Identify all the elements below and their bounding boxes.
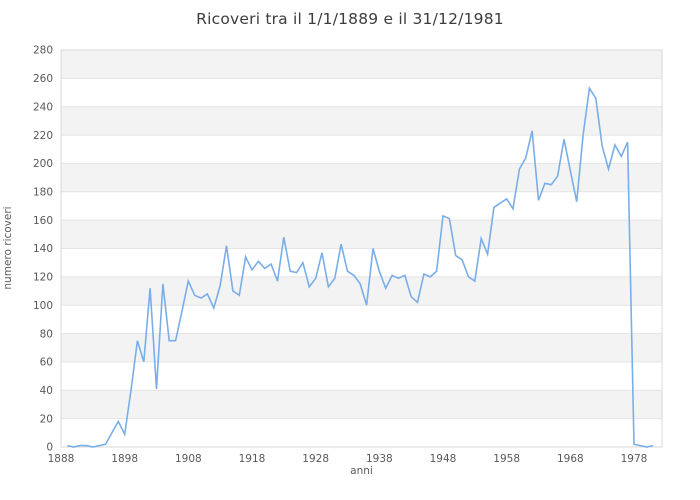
x-tick-label: 1918 [239, 453, 266, 465]
grid-band [61, 390, 662, 419]
grid-band [61, 106, 662, 136]
grid-band [61, 220, 662, 249]
y-tick-label: 140 [33, 243, 53, 255]
grid-band [61, 50, 662, 79]
y-tick-label: 80 [40, 328, 53, 340]
y-tick-label: 280 [33, 45, 53, 57]
x-tick-label: 1968 [557, 453, 584, 465]
x-tick-label: 1978 [621, 453, 648, 465]
y-tick-label: 240 [33, 101, 53, 113]
series-line [67, 86, 654, 448]
y-tick-label: 160 [33, 215, 53, 227]
grid-band [61, 163, 662, 192]
y-tick-label: 180 [33, 186, 53, 198]
plot-border [60, 49, 663, 448]
y-tick-label: 220 [33, 130, 53, 142]
x-tick-label: 1908 [175, 453, 202, 465]
x-tick-label: 1928 [302, 453, 329, 465]
y-tick-label: 60 [40, 357, 53, 369]
x-tick-label: 1938 [366, 453, 393, 465]
x-tick-label: 1958 [493, 453, 520, 465]
y-tick-label: 100 [33, 300, 53, 312]
y-tick-label: 20 [40, 413, 53, 425]
grid-band [61, 333, 662, 362]
y-tick-label: 40 [40, 385, 53, 397]
y-tick-label: 200 [33, 158, 53, 170]
y-tick-label: 120 [33, 272, 53, 284]
y-tick-label: 260 [33, 73, 53, 85]
x-axis-title: anni [350, 465, 373, 477]
chart-title: Ricoveri tra il 1/1/1889 e il 31/12/1981 [196, 10, 504, 28]
x-tick-label: 1898 [111, 453, 138, 465]
x-tick-label: 1888 [48, 453, 75, 465]
y-tick-label: 0 [46, 442, 53, 454]
x-tick-label: 1948 [430, 453, 457, 465]
